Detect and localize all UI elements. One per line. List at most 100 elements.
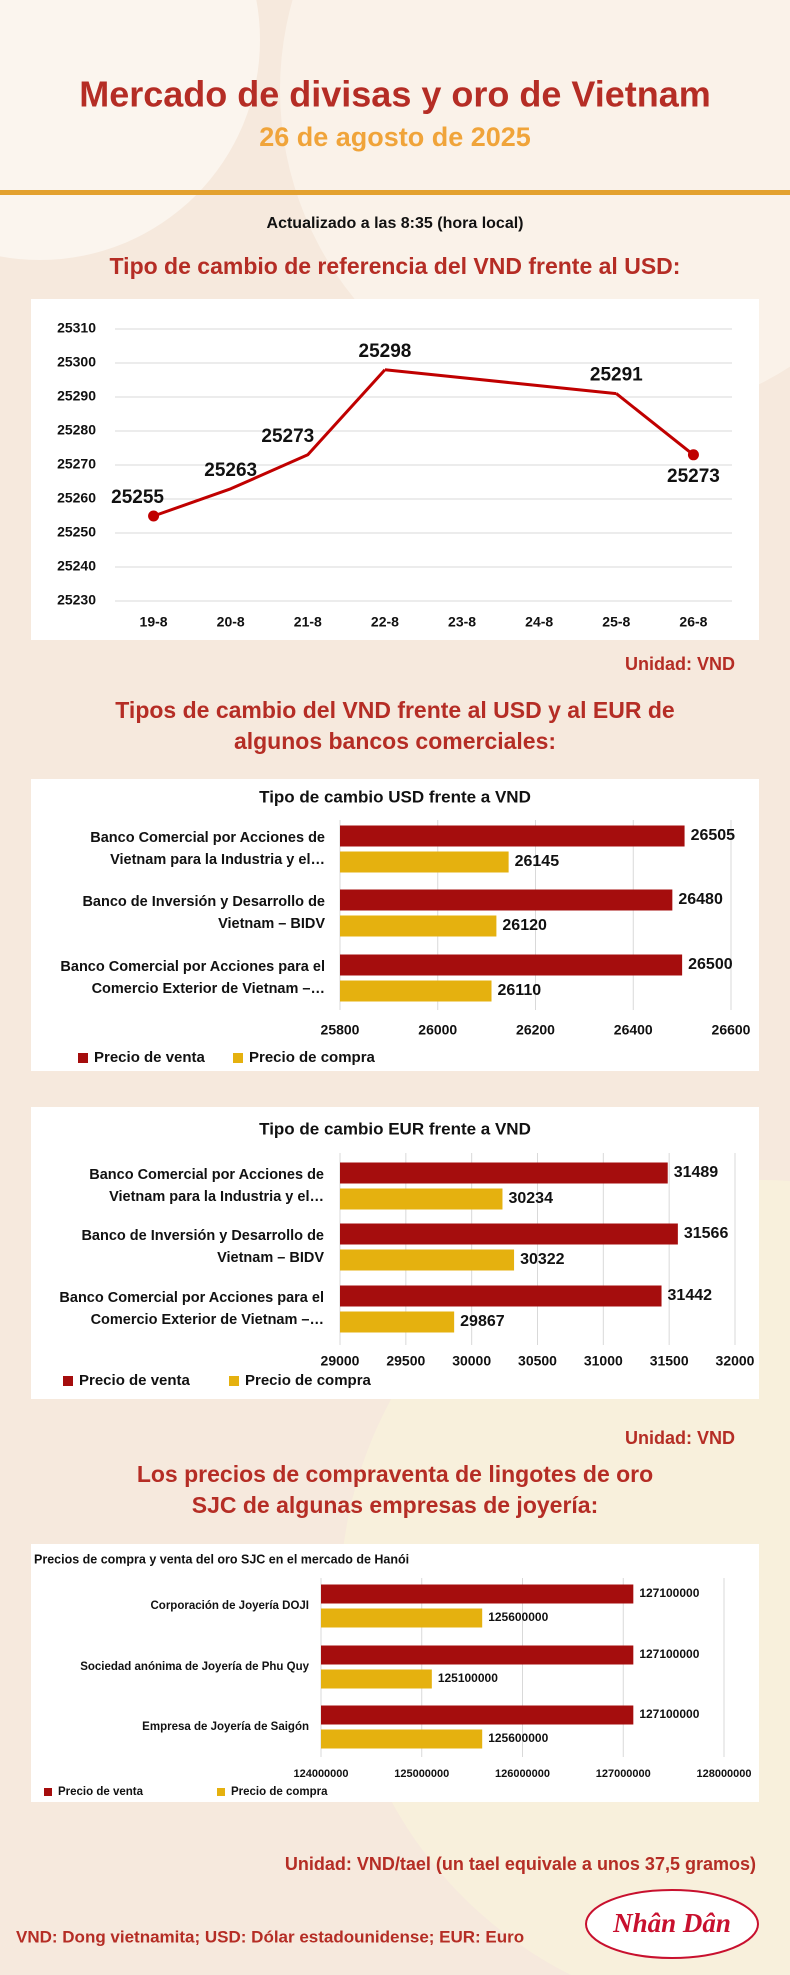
x-tick-label: 19-8 (140, 614, 168, 630)
data-label: 31442 (668, 1287, 713, 1304)
data-label: 29867 (460, 1313, 505, 1330)
category-label: Sociedad anónima de Joyería de Phu Quy (80, 1661, 309, 1673)
bar (340, 1188, 503, 1210)
x-tick-label: 30500 (518, 1353, 557, 1369)
logo-badge (585, 1889, 759, 1959)
legend-swatch (63, 1376, 73, 1386)
data-line (153, 368, 695, 518)
x-tick-label: 20-8 (217, 614, 245, 630)
x-tick-label: 24-8 (525, 614, 553, 630)
category-label: Vietnam para la Industria y el… (110, 852, 325, 868)
bar (321, 1705, 634, 1725)
bar (340, 825, 685, 847)
updated-note: Actualizado a las 8:35 (hora local) (267, 215, 524, 232)
data-label: 26120 (502, 917, 547, 934)
y-tick-label: 25300 (57, 354, 96, 370)
bar (321, 1729, 483, 1749)
bar (321, 1669, 432, 1689)
data-label: 26505 (691, 827, 736, 844)
data-label: 25298 (359, 341, 412, 362)
x-tick-label: 125000000 (394, 1768, 449, 1780)
data-label: 31489 (674, 1164, 719, 1181)
gap-connector (384, 368, 617, 396)
x-tick-label: 22-8 (371, 614, 399, 630)
x-tick-label: 31500 (650, 1353, 689, 1369)
header-rule (0, 190, 790, 195)
x-tick-label: 26-8 (679, 614, 707, 630)
category-label: Empresa de Joyería de Saigón (142, 1721, 309, 1733)
data-label: 25263 (204, 460, 257, 481)
data-label: 26500 (688, 956, 733, 973)
data-label: 26145 (515, 853, 560, 870)
x-tick-label: 127000000 (596, 1768, 651, 1780)
category-label: Comercio Exterior de Vietnam –… (91, 1312, 324, 1328)
legend-label: Precio de compra (231, 1786, 328, 1798)
y-tick-label: 25260 (57, 490, 96, 506)
section-heading: SJC de algunas empresas de joyería: (192, 1492, 599, 1518)
section-heading: Los precios de compraventa de lingotes d… (137, 1461, 653, 1487)
x-tick-label: 30000 (452, 1353, 491, 1369)
bar (340, 851, 509, 873)
bar (340, 1285, 662, 1307)
data-label: 127100000 (639, 1586, 699, 1600)
legend-swatch (233, 1053, 243, 1063)
category-label: Banco de Inversión y Desarrollo de (81, 1228, 324, 1244)
bar (321, 1608, 483, 1628)
y-tick-label: 25310 (57, 320, 96, 336)
data-label: 30234 (508, 1190, 553, 1207)
x-tick-label: 26400 (614, 1022, 653, 1038)
bar (340, 889, 673, 911)
data-label: 25273 (667, 466, 720, 487)
x-tick-label: 128000000 (696, 1768, 751, 1780)
y-tick-label: 25240 (57, 558, 96, 574)
legend-label: Precio de compra (249, 1049, 376, 1066)
chart-title: Tipo de cambio USD frente a VND (259, 787, 531, 806)
data-label: 25291 (590, 365, 643, 386)
footer-note: VND: Dong vietnamita; USD: Dólar estadou… (16, 1927, 524, 1946)
bar (321, 1645, 634, 1665)
category-label: Banco Comercial por Acciones de (90, 830, 325, 846)
legend-label: Precio de venta (58, 1786, 144, 1798)
data-point (148, 510, 160, 522)
y-tick-label: 25230 (57, 592, 96, 608)
bar (340, 954, 683, 976)
page-title: Mercado de divisas y oro de Vietnam (79, 74, 711, 115)
data-label: 125600000 (488, 1731, 548, 1745)
x-tick-label: 26600 (712, 1022, 751, 1038)
unit-label: Unidad: VND (625, 654, 735, 674)
category-label: Banco Comercial por Acciones para el (60, 959, 325, 975)
category-label: Comercio Exterior de Vietnam –… (92, 981, 325, 997)
section-heading: Tipo de cambio de referencia del VND fre… (110, 253, 681, 279)
legend-swatch (217, 1788, 225, 1796)
bar (340, 980, 492, 1002)
bar (321, 1584, 634, 1604)
data-point (687, 449, 699, 461)
category-label: Banco de Inversión y Desarrollo de (82, 894, 325, 910)
bar (340, 1249, 515, 1271)
data-label: 30322 (520, 1251, 565, 1268)
unit-label: Unidad: VND (625, 1428, 735, 1448)
bar (340, 1311, 455, 1333)
chart-title: Precios de compra y venta del oro SJC en… (34, 1552, 409, 1566)
x-tick-label: 31000 (584, 1353, 623, 1369)
data-label: 26110 (498, 982, 542, 999)
data-label: 127100000 (639, 1647, 699, 1661)
x-tick-label: 26000 (418, 1022, 457, 1038)
data-label: 26480 (678, 891, 723, 908)
category-label: Corporación de Joyería DOJI (151, 1600, 310, 1612)
y-tick-label: 25250 (57, 524, 96, 540)
legend-label: Precio de compra (245, 1372, 372, 1389)
x-tick-label: 21-8 (294, 614, 322, 630)
logo: Nhân Dân (612, 1908, 731, 1938)
category-label: Banco Comercial por Acciones de (89, 1167, 324, 1183)
data-label: 25273 (261, 426, 314, 447)
data-label: 25255 (111, 487, 164, 508)
legend-label: Precio de venta (94, 1049, 206, 1066)
category-label: Vietnam para la Industria y el… (109, 1189, 324, 1205)
x-tick-label: 26200 (516, 1022, 555, 1038)
x-tick-label: 126000000 (495, 1768, 550, 1780)
legend-swatch (78, 1053, 88, 1063)
legend-swatch (229, 1376, 239, 1386)
data-label: 125100000 (438, 1671, 498, 1685)
x-tick-label: 29000 (321, 1353, 360, 1369)
